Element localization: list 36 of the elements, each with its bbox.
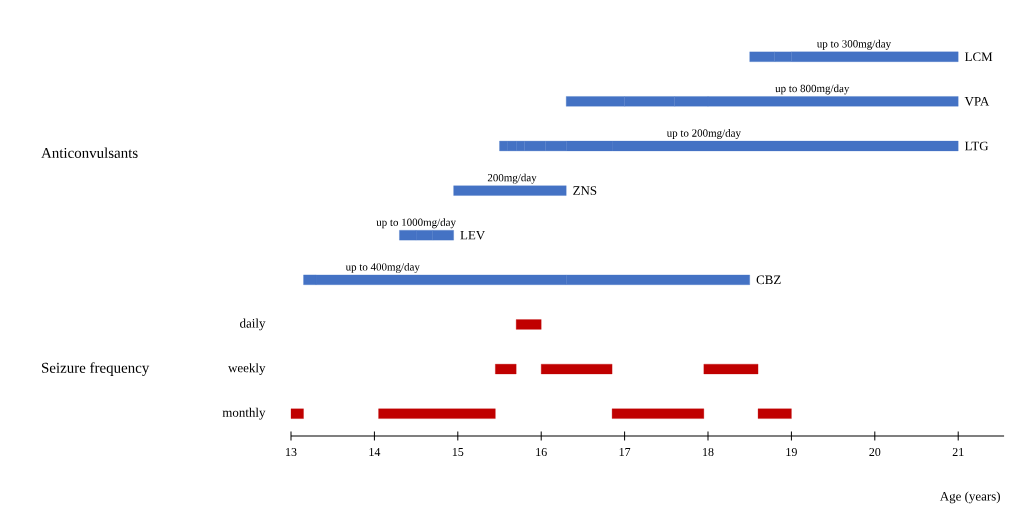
annotation: up to 1000mg/day — [376, 218, 456, 229]
x-axis-title: Age (years) — [939, 491, 1000, 504]
x-tick-label: 19 — [786, 448, 797, 457]
bar — [541, 364, 613, 375]
bar — [703, 364, 759, 375]
x-tick-label: 14 — [369, 448, 381, 456]
annotation: 200mg/day — [487, 173, 537, 184]
y-tick-label: weekly — [228, 363, 266, 375]
bar — [453, 185, 567, 196]
x-tick-label: 16 — [536, 448, 547, 457]
x-tick-label: 20 — [869, 448, 881, 457]
bar — [290, 408, 304, 419]
annotation: up to 200mg/day — [666, 129, 741, 139]
annotation: up to 800mg/day — [775, 84, 850, 95]
bar — [757, 408, 792, 419]
x-tick-label: 17 — [619, 448, 631, 456]
y-tick-label: LTG — [964, 141, 989, 151]
x-tick-label: 15 — [452, 448, 464, 457]
bar — [611, 408, 704, 419]
bar — [495, 364, 517, 375]
annotation: up to 400mg/day — [345, 262, 420, 273]
text: Seizure frequency — [42, 362, 150, 376]
y-tick-label: VPA — [964, 97, 990, 106]
x-tick-label: 21 — [952, 448, 964, 456]
x-tick-label: 18 — [703, 448, 714, 457]
y-tick-label: daily — [240, 318, 266, 331]
y-tick-label: LCM — [964, 52, 993, 62]
y-tick-label: ZNS — [573, 186, 597, 195]
y-tick-label: monthly — [222, 407, 266, 420]
x-tick-label: 13 — [286, 448, 297, 457]
y-tick-label: LEV — [460, 230, 486, 240]
text: Anticonvulsants — [41, 147, 138, 158]
y-tick-label: CBZ — [756, 275, 781, 285]
bar — [516, 319, 542, 330]
bar — [378, 408, 496, 419]
annotation: up to 300mg/day — [816, 39, 892, 50]
